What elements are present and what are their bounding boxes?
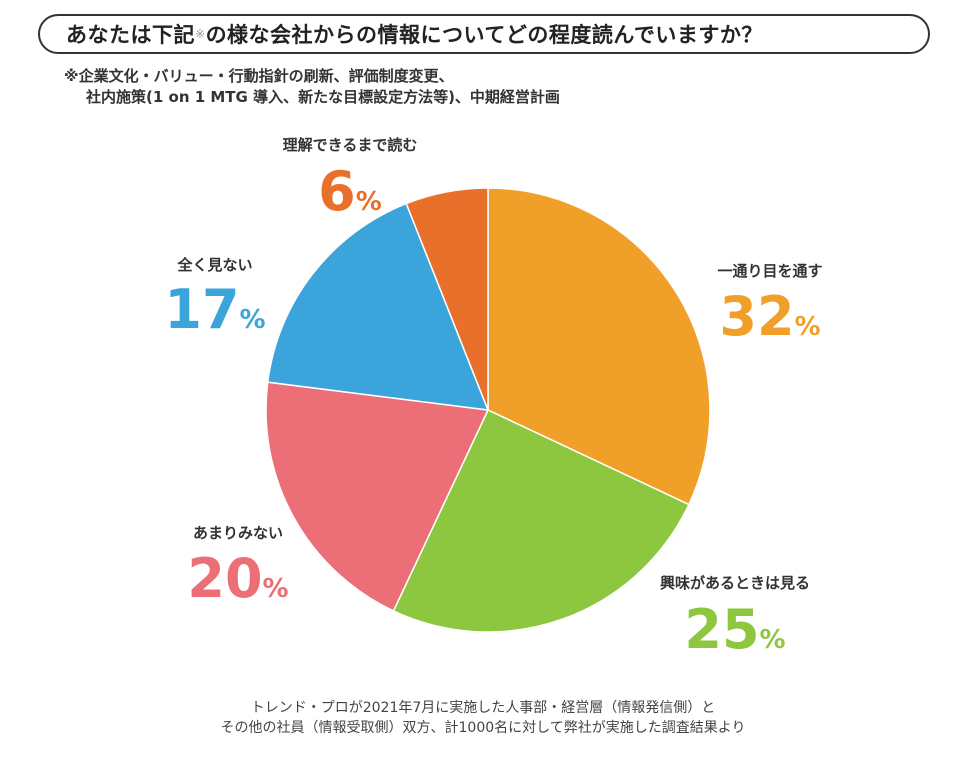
slice-label: 一通り目を通す — [717, 262, 822, 280]
slice-value-label: 25% — [684, 598, 785, 661]
footnote-line-2: 社内施策(1 on 1 MTG 導入、新たな目標設定方法等)、中期経営計画 — [86, 88, 560, 106]
source-line-2: その他の社員（情報受取側）双方、計1000名に対して弊社が実施した調査結果より — [220, 720, 746, 736]
pie-slice — [266, 202, 490, 411]
pie-slice — [405, 187, 489, 411]
footnote: ※企業文化・バリュー・行動指針の刷新、評価制度変更、 社内施策(1 on 1 M… — [64, 66, 560, 108]
title-text-rest: の様な会社からの情報についてどの程度読んでいますか？ — [205, 23, 763, 47]
slice-label: 全く見ない — [176, 256, 252, 274]
pie-slice — [265, 381, 490, 612]
source-note: トレンド・プロが2021年7月に実施した人事部・経営層（情報発信側）と その他の… — [0, 698, 966, 738]
slice-value-label: 6% — [318, 160, 382, 223]
pie-labels: 一通り目を通す 32% 興味があるときは見る 25% あまりみない 20% 全く見ない 17%… — [164, 136, 822, 661]
pie-chart: 一通り目を通す 32% 興味があるときは見る 25% あまりみない 20% 全く見ない 17%… — [164, 136, 822, 661]
source-line-1: トレンド・プロが2021年7月に実施した人事部・経営層（情報発信側）と — [250, 700, 716, 716]
title-note-mark: ※ — [195, 27, 206, 41]
question-title: あなたは下記 ※ の様な会社からの情報についてどの程度読んでいますか？ — [38, 14, 930, 54]
slice-label: 興味があるときは見る — [660, 574, 810, 592]
pie-slice — [487, 187, 711, 506]
slice-label: あまりみない — [193, 524, 283, 542]
title-text: あなたは下記 — [66, 23, 195, 47]
slice-value-label: 32% — [719, 285, 820, 348]
slice-value-label: 20% — [187, 547, 288, 610]
slice-value-label: 17% — [164, 278, 265, 341]
pie-slice — [392, 409, 690, 633]
footnote-line-1: ※企業文化・バリュー・行動指針の刷新、評価制度変更、 — [64, 67, 454, 85]
slice-label: 理解できるまで読む — [283, 136, 418, 154]
pie-slices — [265, 187, 711, 633]
